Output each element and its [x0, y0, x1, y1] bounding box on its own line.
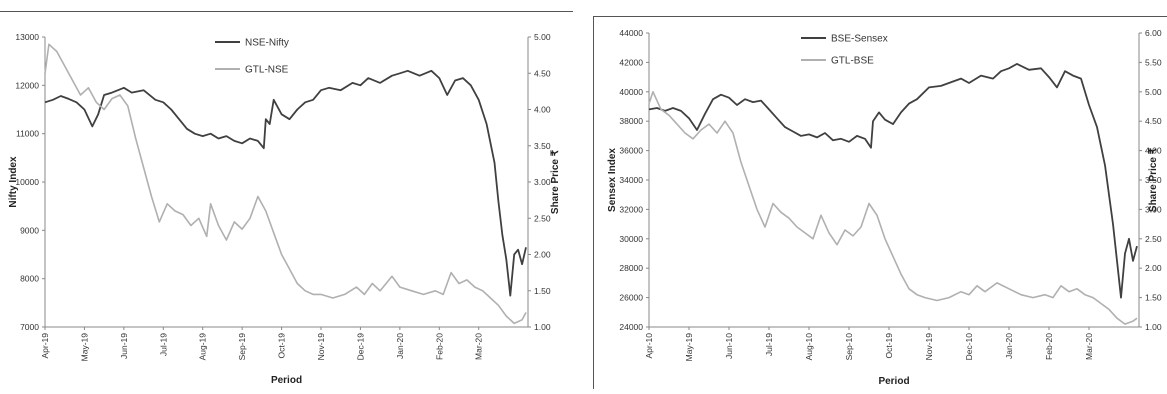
y-tick-label: 12000 — [15, 80, 39, 90]
y2-tick-label: 3.00 — [534, 177, 551, 187]
y-tick-label: 24000 — [619, 322, 643, 332]
x-tick-label: Jun-19 — [119, 333, 129, 359]
legend-label: NSE-Nifty — [245, 38, 289, 49]
y2-tick-label: 2.00 — [1145, 263, 1162, 273]
x-tick-label: May-19 — [79, 333, 89, 362]
series-line-bse-sensex — [648, 63, 1138, 299]
y-tick-label: 38000 — [619, 116, 643, 126]
y-tick-label: 40000 — [619, 87, 643, 97]
y2-tick-label: 1.00 — [534, 322, 551, 332]
panel-left-border — [593, 16, 594, 389]
legend-label: GTL-NSE — [245, 65, 289, 76]
y2-tick-label: 4.00 — [1145, 146, 1162, 156]
series-line-nse-nifty — [44, 69, 527, 297]
y-tick-label: 28000 — [619, 263, 643, 273]
x-tick-label: Mar-20 — [474, 333, 484, 360]
y-tick-label: 10000 — [15, 177, 39, 187]
x-tick-label: Jun-10 — [724, 333, 734, 359]
y2-tick-label: 2.50 — [534, 213, 551, 223]
series-line-gtl-bse — [648, 91, 1138, 325]
y-tick-label: 11000 — [16, 129, 39, 139]
x-tick-label: Dec-10 — [964, 333, 974, 361]
sensex-vs-gtl-chart: 24000 26000 28000 30000 32000 34000 36000 38000… — [607, 28, 1162, 387]
x-tick-label: Dec-19 — [355, 333, 365, 361]
y-axis-title: Sensex Index — [607, 148, 618, 212]
y2-tick-label: 1.50 — [534, 286, 551, 296]
x-tick-label: Jan-20 — [395, 333, 405, 359]
y2-tick-label: 1.50 — [1145, 293, 1162, 303]
y2-tick-label: 6.00 — [1145, 28, 1162, 38]
y-tick-label: 7000 — [20, 322, 39, 332]
x-tick-label: Jul-19 — [764, 333, 774, 356]
x-tick-label: Aug-19 — [198, 333, 208, 361]
y-tick-label: 42000 — [619, 57, 643, 67]
x-tick-label: Aug-10 — [804, 333, 814, 361]
x-tick-label: Nov-19 — [316, 333, 326, 361]
y2-tick-label: 2.00 — [534, 250, 551, 260]
x-axis-title: Period — [878, 376, 909, 387]
x-tick-label: May-19 — [684, 333, 694, 362]
y2-tick-label: 4.50 — [534, 68, 551, 78]
x-tick-label: Nov-19 — [924, 333, 934, 361]
x-tick-label: Oct-19 — [277, 333, 287, 359]
y2-tick-label: 3.00 — [1145, 204, 1162, 214]
y2-tick-label: 5.00 — [1145, 87, 1162, 97]
panel-top-border — [0, 11, 573, 12]
y2-axis-title: Share Price ₹ — [550, 149, 561, 214]
y2-tick-label: 3.50 — [534, 141, 551, 151]
x-tick-label: Oct-19 — [884, 333, 894, 359]
x-tick-label: Jan-20 — [1004, 333, 1014, 359]
y2-tick-label: 5.50 — [1145, 57, 1162, 67]
y-tick-label: 13000 — [15, 32, 39, 42]
y2-tick-label: 4.00 — [534, 105, 551, 115]
x-tick-label: Jul-19 — [158, 333, 168, 356]
y2-axis-title: Share Price ₹ — [1148, 147, 1159, 212]
y-tick-label: 9000 — [20, 225, 39, 235]
nifty-vs-gtl-chart: 7000 8000 9000 10000 11000 12000 13000 1.00 1.50… — [8, 32, 561, 386]
y-tick-label: 36000 — [619, 146, 643, 156]
panel-top-border — [593, 16, 1167, 17]
y2-tick-label: 1.00 — [1145, 322, 1162, 332]
y2-tick-label: 2.50 — [1145, 234, 1162, 244]
legend-label: GTL-BSE — [831, 56, 874, 67]
x-tick-label: Mar-20 — [1084, 333, 1094, 360]
y-tick-label: 8000 — [20, 274, 39, 284]
y-tick-label: 26000 — [619, 293, 643, 303]
series-line-gtl-nse — [44, 43, 527, 325]
y-tick-label: 30000 — [619, 234, 643, 244]
x-tick-label: Feb-20 — [1044, 333, 1054, 360]
x-tick-label: Feb-20 — [434, 333, 444, 360]
legend-label: BSE-Sensex — [831, 34, 888, 45]
y-tick-label: 32000 — [619, 204, 643, 214]
sensex-chart-panel: 24000 26000 28000 30000 32000 34000 36000 38000… — [593, 0, 1167, 389]
x-axis-title: Period — [271, 375, 302, 386]
y2-tick-label: 4.50 — [1145, 116, 1162, 126]
y2-tick-label: 5.00 — [534, 32, 551, 42]
y-tick-label: 34000 — [619, 175, 643, 185]
x-tick-label: Sep-19 — [237, 333, 247, 361]
x-tick-label: Sep-10 — [844, 333, 854, 361]
y2-tick-label: 3.50 — [1145, 175, 1162, 185]
y-axis-title: Nifty Index — [8, 156, 19, 208]
nifty-chart-panel: 7000 8000 9000 10000 11000 12000 13000 1.00 1.50… — [0, 0, 573, 389]
y-tick-label: 44000 — [619, 28, 643, 38]
x-tick-label: Apr-10 — [644, 333, 654, 359]
x-tick-label: Apr-19 — [40, 333, 50, 359]
